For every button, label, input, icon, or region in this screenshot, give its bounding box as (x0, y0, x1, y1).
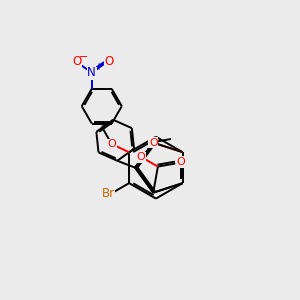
Text: N: N (87, 66, 96, 79)
Text: −: − (79, 52, 88, 62)
Text: O: O (137, 152, 146, 162)
Text: O: O (72, 56, 82, 68)
Text: Br: Br (102, 187, 115, 200)
Text: O: O (149, 138, 158, 148)
Text: O: O (107, 139, 116, 149)
Text: O: O (105, 56, 114, 68)
Text: +: + (94, 62, 102, 72)
Text: O: O (176, 157, 185, 167)
